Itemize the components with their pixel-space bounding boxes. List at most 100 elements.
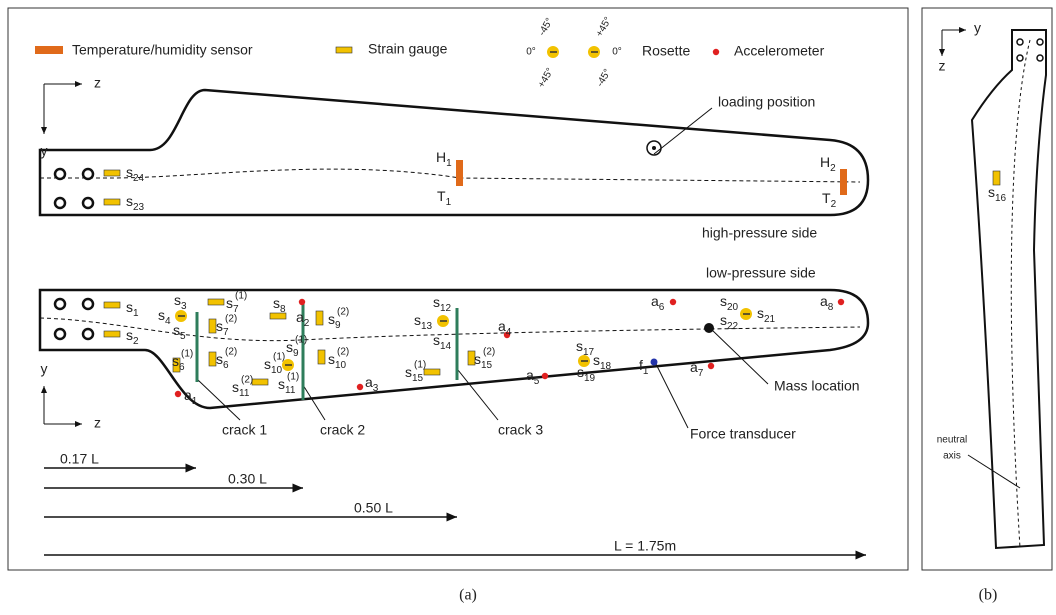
strain-gauge: [992, 170, 1001, 186]
strain-gauge: [103, 301, 121, 309]
accelerometer: [298, 298, 306, 306]
sensor-label: s18: [593, 352, 612, 372]
label: Rosette: [642, 43, 690, 59]
sensor-label: s17: [576, 338, 595, 358]
label-sub: 19: [584, 373, 596, 384]
neutral-line: [1010, 39, 1031, 549]
label-sub: 5: [180, 331, 186, 342]
label-base: a: [498, 318, 506, 334]
sensor-label: T2: [822, 190, 837, 210]
label-sub: 1: [446, 197, 452, 208]
sensor-label: a4: [498, 318, 512, 338]
label-sub: 12: [440, 303, 452, 314]
label-sub: 3: [181, 301, 187, 312]
label-sub: 21: [764, 314, 776, 325]
label-sup: (1): [295, 335, 307, 346]
sensor-label: s10: [328, 351, 347, 371]
bolt-hole: [1036, 38, 1044, 46]
accelerometer: [503, 331, 511, 339]
label-base: s: [278, 376, 285, 392]
label-sup: (2): [241, 375, 253, 386]
label: Strain gauge: [368, 41, 448, 57]
label: loading position: [718, 94, 815, 110]
label-sub: 7: [223, 327, 229, 338]
temp-sensor: [840, 169, 847, 195]
blade-bottom: [38, 288, 870, 410]
sensor-label: a3: [365, 374, 379, 394]
label-sub: 20: [727, 302, 739, 313]
label-base: s: [273, 295, 280, 311]
loading-mark: [652, 146, 656, 150]
label-base: s: [232, 379, 239, 395]
label: z: [94, 415, 101, 431]
label-sup: (1): [273, 352, 285, 363]
label-base: s: [474, 351, 481, 367]
label-sub: 11: [285, 385, 296, 396]
label-base: s: [328, 351, 335, 367]
sensor-label: s7: [216, 318, 229, 338]
bolt-hole: [53, 297, 67, 311]
label: high-pressure side: [702, 225, 817, 241]
label: crack 3: [498, 422, 543, 438]
accelerometer: [174, 390, 182, 398]
bolt-hole: [81, 297, 95, 311]
sensor-label: s15: [474, 351, 493, 371]
label-sup: (2): [337, 307, 349, 318]
sensor-label: s6: [216, 351, 229, 371]
panel-b-frame: [921, 7, 1053, 571]
label-base: a: [820, 293, 828, 309]
sensor-label: s6: [172, 353, 185, 373]
bolt-hole: [1016, 54, 1024, 62]
mass-mark: [704, 323, 714, 333]
bolt-hole: [53, 327, 67, 341]
label-sub: 5: [534, 376, 540, 387]
label-sub: 2: [831, 199, 837, 210]
sensor-label: a2: [296, 309, 310, 329]
label-base: a: [690, 359, 698, 375]
label: y: [974, 20, 981, 36]
label-base: s: [433, 332, 440, 348]
temp-sensor: [456, 160, 463, 186]
label: 0.50 L: [354, 500, 393, 516]
sensor-label: H1: [436, 149, 452, 169]
sensor-label: a5: [526, 367, 540, 387]
label: low-pressure side: [706, 265, 816, 281]
label-base: s: [405, 364, 412, 380]
accelerometer: [837, 298, 845, 306]
strain-gauge: [103, 198, 121, 206]
sensor-label: s4: [158, 307, 171, 327]
neutral-line: [40, 168, 861, 183]
accelerometer: [541, 372, 549, 380]
label-sub: 8: [828, 302, 834, 313]
label-sup: (2): [225, 347, 237, 358]
label: Force transducer: [690, 426, 796, 442]
sensor-label: a6: [651, 293, 665, 313]
loading-mark: [646, 140, 662, 156]
label-sub: 11: [239, 388, 250, 399]
label-base: s: [328, 311, 335, 327]
label-base: a: [184, 387, 192, 403]
sensor-label: s9: [328, 311, 341, 331]
label-sub: 15: [481, 360, 493, 371]
label-sup: (1): [235, 291, 247, 302]
sensor-label: s16: [988, 184, 1007, 204]
sensor-label: s20: [720, 293, 739, 313]
sensor-label: s7: [226, 295, 239, 315]
neutral-line: [39, 317, 861, 342]
label: 0.17 L: [60, 451, 99, 467]
label-base: s: [174, 292, 181, 308]
label-sub: 23: [133, 202, 145, 213]
label-sup: (2): [337, 347, 349, 358]
label-sub: 18: [600, 361, 612, 372]
label-base: a: [651, 293, 659, 309]
label-sub: 1: [133, 308, 139, 319]
label-sub: 24: [133, 173, 145, 184]
sensor-label: s21: [757, 305, 776, 325]
label-sup: (2): [483, 347, 495, 358]
strain-gauge: [269, 312, 287, 320]
label: -45°: [537, 16, 556, 37]
accelerometer: [712, 48, 720, 56]
label-base: s: [757, 305, 764, 321]
label-base: T: [822, 190, 831, 206]
sensor-label: s11: [278, 376, 296, 396]
